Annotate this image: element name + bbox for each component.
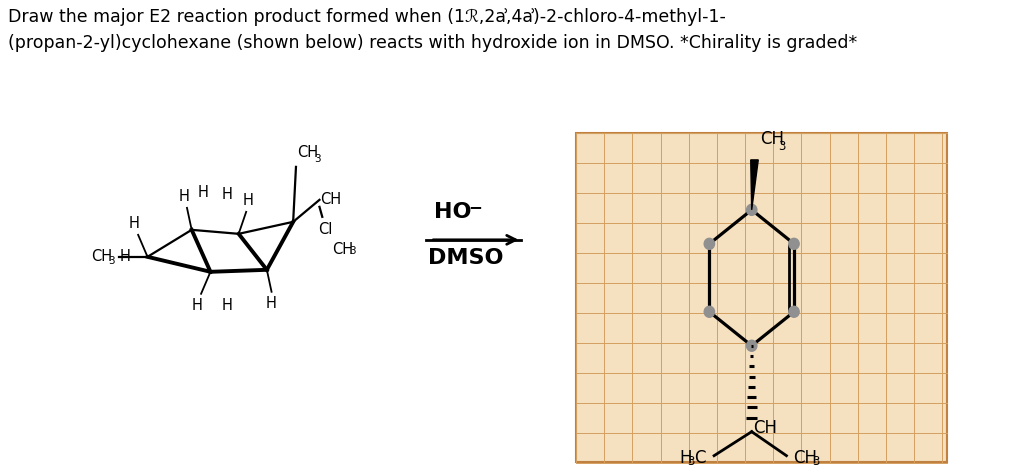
Text: CH: CH xyxy=(760,130,784,148)
Circle shape xyxy=(788,306,799,317)
Text: H: H xyxy=(198,185,209,200)
Text: 3: 3 xyxy=(687,455,694,468)
Text: H: H xyxy=(120,249,131,264)
Text: Cl: Cl xyxy=(318,222,333,237)
Text: 3: 3 xyxy=(778,140,785,153)
Circle shape xyxy=(746,204,757,215)
Polygon shape xyxy=(751,160,758,210)
Text: C: C xyxy=(694,449,706,467)
Text: H: H xyxy=(222,298,232,313)
Text: CH: CH xyxy=(297,145,318,160)
Text: H: H xyxy=(129,216,140,231)
Text: CH: CH xyxy=(333,242,353,257)
Text: 3: 3 xyxy=(812,455,819,468)
Text: H: H xyxy=(222,187,232,202)
Text: −: − xyxy=(468,198,482,216)
Text: CH: CH xyxy=(793,449,817,467)
Text: H: H xyxy=(191,298,203,313)
Text: CH: CH xyxy=(321,192,342,207)
Text: DMSO: DMSO xyxy=(428,248,504,268)
Circle shape xyxy=(705,306,715,317)
Circle shape xyxy=(788,238,799,249)
Text: 3: 3 xyxy=(109,256,115,266)
Text: H: H xyxy=(266,296,276,311)
Text: HO: HO xyxy=(434,202,472,222)
Text: Draw the major E2 reaction product formed when (1ℛ,2ẚ,4ẚ)-2-chloro-4-methyl-1-
(: Draw the major E2 reaction product forme… xyxy=(7,8,857,52)
Text: CH: CH xyxy=(91,249,113,264)
Bar xyxy=(575,133,947,462)
Text: H: H xyxy=(179,189,189,204)
Text: H: H xyxy=(243,193,254,208)
Text: 3: 3 xyxy=(313,154,321,164)
Text: CH: CH xyxy=(754,419,777,437)
Text: H: H xyxy=(679,449,692,467)
Circle shape xyxy=(705,238,715,249)
Circle shape xyxy=(746,340,757,351)
Text: 3: 3 xyxy=(349,246,356,256)
FancyArrowPatch shape xyxy=(433,235,516,244)
